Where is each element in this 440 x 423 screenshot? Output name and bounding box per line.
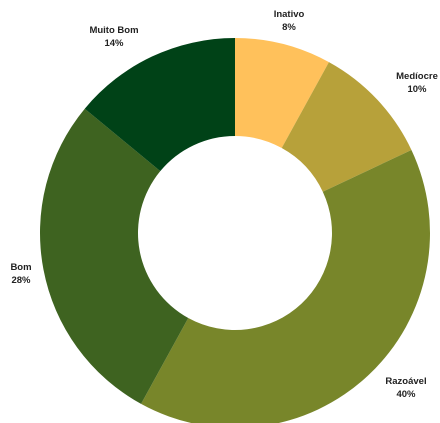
slice-label-bom: Bom 28% xyxy=(10,262,31,286)
slice-label-name: Inativo xyxy=(274,9,305,20)
slice-label-value: 40% xyxy=(396,389,416,400)
slice-inativo xyxy=(235,38,329,148)
slice-label-name: Muito Bom xyxy=(89,25,138,36)
slice-label-value: 10% xyxy=(407,84,427,95)
slice-label-name: Razoável xyxy=(385,376,426,387)
slice-mediocre xyxy=(281,62,412,192)
slice-label-razoavel: Razoável 40% xyxy=(385,376,426,400)
slice-label-value: 8% xyxy=(282,22,296,33)
labels-group: Inativo 8% Medíocre 10% Razoável 40% Bom 28% Mui… xyxy=(10,9,437,400)
slice-label-value: 28% xyxy=(11,275,31,286)
slice-label-name: Medíocre xyxy=(396,71,438,82)
slice-bom xyxy=(39,108,189,404)
slice-label-name: Bom xyxy=(10,262,31,273)
slice-muito-bom xyxy=(84,38,236,172)
slice-label-mediocre: Medíocre 10% xyxy=(396,71,438,95)
slice-label-muito-bom: Muito Bom 14% xyxy=(89,25,138,49)
slice-label-inativo: Inativo 8% xyxy=(274,9,305,33)
slice-razoavel xyxy=(141,149,430,423)
slices-group xyxy=(39,38,430,423)
slice-label-value: 14% xyxy=(104,38,124,49)
